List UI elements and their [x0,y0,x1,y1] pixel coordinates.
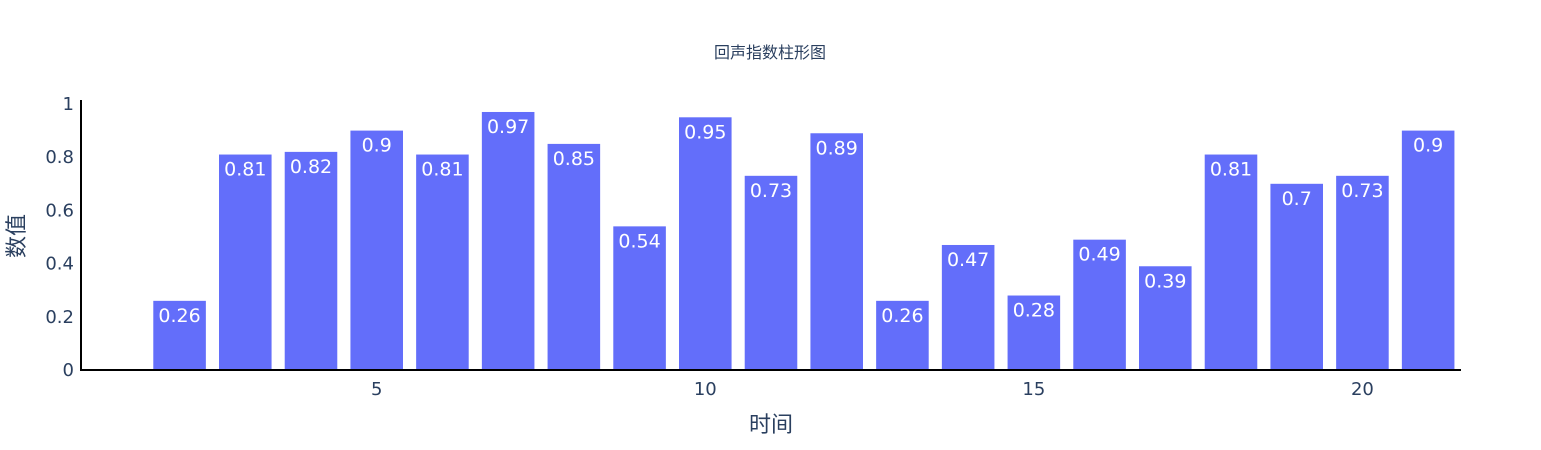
bar-value-label: 0.85 [553,148,595,170]
x-tick-label: 10 [694,379,717,400]
bar [1336,175,1389,370]
bar-value-label: 0.97 [487,116,529,138]
y-tick-label: 1 [63,94,74,115]
bar-value-label: 0.81 [421,159,463,181]
bar [284,151,338,370]
bar-value-label: 0.9 [362,135,392,157]
bar [941,244,995,370]
bar-value-label: 0.89 [816,137,858,159]
chart-title: 回声指数柱形图 [714,43,826,62]
bar-value-label: 0.73 [1341,180,1383,202]
x-tick-label: 5 [371,379,382,400]
bar [219,154,272,370]
bar [679,117,732,370]
bar-value-label: 0.47 [947,249,989,271]
bar-value-label: 0.54 [618,230,660,252]
bar [1401,130,1455,370]
bar-value-label: 0.9 [1413,135,1443,157]
y-tick-label: 0.2 [45,307,74,328]
bar-value-label: 0.95 [684,121,726,143]
y-tick-labels: 0 0.2 0.4 0.6 0.8 1 [45,94,74,381]
bar [547,143,601,370]
bar-value-label: 0.81 [224,159,266,181]
bar-value-label: 0.26 [881,305,923,327]
bar-value-label: 0.28 [1013,300,1055,322]
bar [1073,239,1126,370]
x-tick-label: 20 [1351,379,1374,400]
bar-value-label: 0.49 [1078,244,1120,266]
bar [481,111,535,370]
x-tick-label: 15 [1022,379,1045,400]
bars-group [153,111,1455,370]
bar-value-label: 0.39 [1144,270,1186,292]
y-tick-label: 0.6 [45,200,74,221]
bar [613,226,666,370]
bar [350,130,403,370]
bar [876,300,929,370]
y-tick-label: 0.4 [45,254,74,275]
bar-value-label: 0.26 [158,305,200,327]
bar [1270,183,1323,370]
bar-value-label: 0.7 [1282,188,1312,210]
y-tick-label: 0 [63,360,74,381]
bar-value-label: 0.81 [1210,159,1252,181]
bar [810,133,863,370]
bar-value-label: 0.82 [290,156,332,178]
bar-value-label: 0.73 [750,180,792,202]
bar [744,175,798,370]
bar [1204,154,1258,370]
bar-labels-group: 0.26 0.81 0.82 0.9 0.81 0.97 0.85 0.54 0.95 0.73 0… [158,116,1443,327]
x-tick-labels: 5 10 15 20 [371,379,1374,400]
y-axis-title: 数值 [5,214,30,258]
bar [416,154,469,370]
y-tick-label: 0.8 [45,147,74,168]
bar [153,300,206,370]
bar [1007,295,1061,370]
x-axis-title: 时间 [749,413,793,438]
bar [1139,266,1192,370]
